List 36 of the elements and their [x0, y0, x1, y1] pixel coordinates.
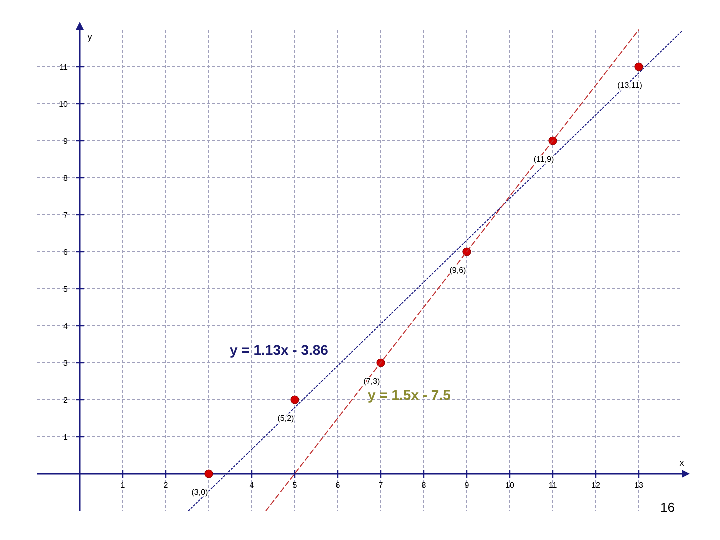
point — [290, 396, 300, 404]
y-tick-label: 4 — [64, 322, 69, 331]
x-tick-label: 1 — [120, 481, 126, 490]
x-tick-label: 13 — [634, 481, 644, 490]
x-tick-label: 8 — [422, 481, 427, 490]
x-tick-label: 5 — [292, 481, 298, 490]
x-tick-label: 11 — [548, 481, 558, 490]
y-tick-label: 8 — [64, 174, 69, 183]
y-tick-label: 1 — [64, 433, 69, 442]
point — [204, 470, 214, 478]
annotation: (13,11) — [618, 81, 643, 90]
x-tick-label: 2 — [164, 481, 169, 490]
x-tick-label: 10 — [506, 481, 515, 490]
y-tick-label: 6 — [64, 248, 69, 257]
x-tick-label: 7 — [378, 481, 384, 490]
annotation: (9,6) — [450, 266, 467, 275]
annotation: y = 1.13x - 3.86 — [230, 342, 329, 358]
y-tick-label: 3 — [64, 359, 69, 368]
point — [634, 62, 644, 72]
annotation: y = 1.5x - 7.5 — [368, 387, 452, 403]
x-tick-label: 4 — [250, 481, 255, 490]
y-tick-label: 11 — [60, 63, 69, 72]
x-tick-label: 12 — [592, 481, 601, 490]
annotation: (3,0) — [192, 488, 209, 497]
y-tick-label: 10 — [59, 100, 69, 109]
annotation: 16 — [660, 500, 675, 515]
annotation: (5,2) — [278, 414, 295, 423]
x-axis-title: x — [680, 458, 685, 468]
y-tick-label: 9 — [64, 137, 69, 146]
x-tick-label: 6 — [336, 481, 341, 490]
y-tick-label: 5 — [64, 285, 69, 294]
x-tick-label: 9 — [464, 481, 470, 490]
annotation: (7,3) — [364, 377, 381, 386]
y-tick-label: 7 — [64, 211, 69, 220]
y-tick-label: 2 — [64, 396, 69, 405]
y-axis-title: y — [88, 32, 93, 42]
